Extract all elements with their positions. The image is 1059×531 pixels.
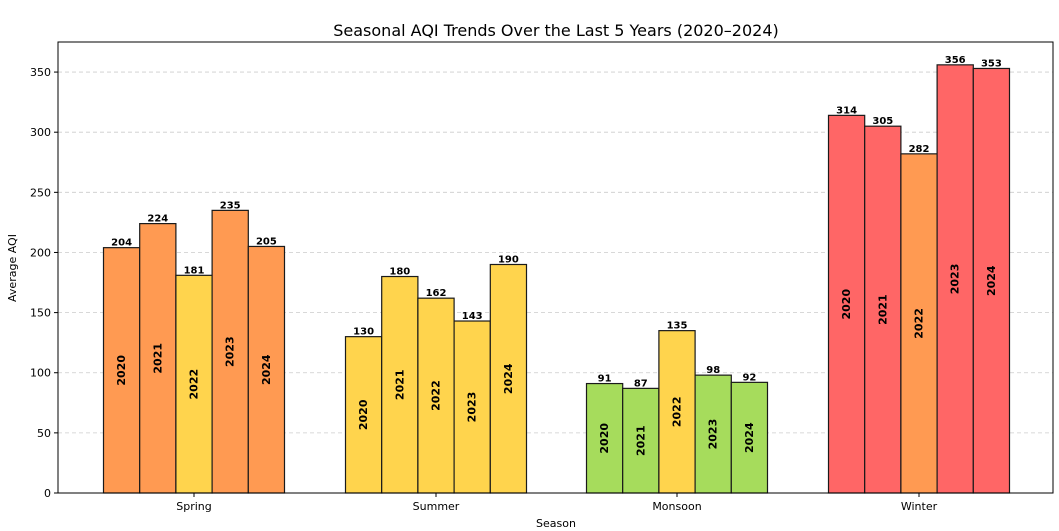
bar-year-label: 2021 bbox=[634, 425, 647, 456]
bar-value-label: 224 bbox=[147, 214, 168, 225]
bar-group-summer: 130 2020 180 2021 162 2022 143 2023 190 2024 bbox=[344, 254, 528, 494]
bar-year-label: 2022 bbox=[671, 397, 684, 428]
y-axis: 0 50 100 150 200 250 300 350 bbox=[30, 66, 58, 500]
y-tick-label: 150 bbox=[30, 307, 51, 320]
bar-year-label: 2024 bbox=[743, 422, 756, 453]
bar-year-label: 2024 bbox=[260, 354, 273, 385]
bar-year-label: 2023 bbox=[707, 419, 720, 450]
bar-year-label: 2020 bbox=[357, 399, 370, 430]
bar bbox=[417, 297, 455, 494]
bar-value-label: 353 bbox=[981, 58, 1002, 69]
bar-year-label: 2022 bbox=[913, 308, 926, 339]
y-tick-label: 350 bbox=[30, 66, 51, 79]
bar-value-label: 180 bbox=[389, 267, 410, 278]
bar-year-label: 2021 bbox=[393, 369, 406, 400]
bar-value-label: 91 bbox=[598, 374, 612, 385]
x-axis: Spring Summer Monsoon Winter bbox=[176, 493, 938, 513]
bar-value-label: 135 bbox=[667, 321, 688, 332]
bar-value-label: 235 bbox=[220, 200, 241, 211]
bar bbox=[453, 320, 491, 494]
bar-year-label: 2022 bbox=[430, 380, 443, 411]
y-axis-label: Average AQI bbox=[6, 234, 19, 302]
bar-year-label: 2022 bbox=[188, 369, 201, 400]
plot-frame bbox=[57, 41, 1054, 494]
y-tick-label: 0 bbox=[44, 487, 51, 500]
bar-year-label: 2023 bbox=[224, 336, 237, 367]
bars-layer: 204 2020 224 2021 181 2022 235 2023 205 2024 130 20… bbox=[102, 55, 1011, 494]
bar bbox=[622, 387, 660, 494]
bar-value-label: 87 bbox=[634, 378, 648, 389]
bar-year-label: 2023 bbox=[949, 264, 962, 295]
bar-value-label: 92 bbox=[742, 372, 756, 383]
y-tick-label: 200 bbox=[30, 246, 51, 259]
bar-value-label: 181 bbox=[184, 265, 205, 276]
bar-year-label: 2020 bbox=[115, 355, 128, 386]
x-tick-label: Summer bbox=[413, 500, 460, 513]
bar bbox=[900, 153, 938, 494]
bar-value-label: 190 bbox=[498, 254, 519, 265]
bar-value-label: 356 bbox=[945, 55, 966, 66]
y-tick-label: 50 bbox=[37, 427, 51, 440]
bar bbox=[102, 247, 141, 494]
bar bbox=[694, 374, 732, 494]
bar bbox=[730, 381, 769, 494]
bar-value-label: 314 bbox=[836, 105, 857, 116]
bar bbox=[864, 125, 902, 494]
x-tick-label: Spring bbox=[176, 500, 212, 513]
chart-title: Seasonal AQI Trends Over the Last 5 Year… bbox=[333, 21, 779, 40]
bar bbox=[381, 275, 419, 494]
bar-value-label: 98 bbox=[706, 365, 720, 376]
bar-group-monsoon: 91 2020 87 2021 135 2022 98 2023 92 2024 bbox=[585, 321, 769, 494]
bar-value-label: 204 bbox=[111, 238, 132, 249]
bar-value-label: 205 bbox=[256, 236, 277, 247]
x-axis-label: Season bbox=[536, 517, 576, 530]
bar-value-label: 305 bbox=[872, 116, 893, 127]
bar-year-label: 2021 bbox=[876, 294, 889, 325]
bar-value-label: 130 bbox=[353, 327, 374, 338]
bar-value-label: 162 bbox=[426, 288, 447, 299]
bar-year-label: 2020 bbox=[840, 289, 853, 320]
bar-group-spring: 204 2020 224 2021 181 2022 235 2023 205 2024 bbox=[102, 200, 286, 494]
bar bbox=[972, 67, 1011, 494]
bar-year-label: 2024 bbox=[502, 363, 515, 394]
x-tick-label: Monsoon bbox=[652, 500, 701, 513]
bar bbox=[827, 114, 866, 494]
bar-year-label: 2020 bbox=[598, 423, 611, 454]
bar bbox=[489, 263, 528, 494]
bar-group-winter: 314 2020 305 2021 282 2022 356 2023 353 2024 bbox=[827, 55, 1011, 494]
y-tick-label: 250 bbox=[30, 186, 51, 199]
bar-value-label: 282 bbox=[909, 144, 930, 155]
bar-year-label: 2021 bbox=[151, 343, 164, 374]
y-tick-label: 300 bbox=[30, 126, 51, 139]
bar-value-label: 143 bbox=[462, 311, 483, 322]
bar-year-label: 2024 bbox=[985, 265, 998, 296]
bar-year-label: 2023 bbox=[466, 392, 479, 423]
bar bbox=[936, 64, 974, 494]
x-tick-label: Winter bbox=[901, 500, 938, 513]
y-tick-label: 100 bbox=[30, 367, 51, 380]
